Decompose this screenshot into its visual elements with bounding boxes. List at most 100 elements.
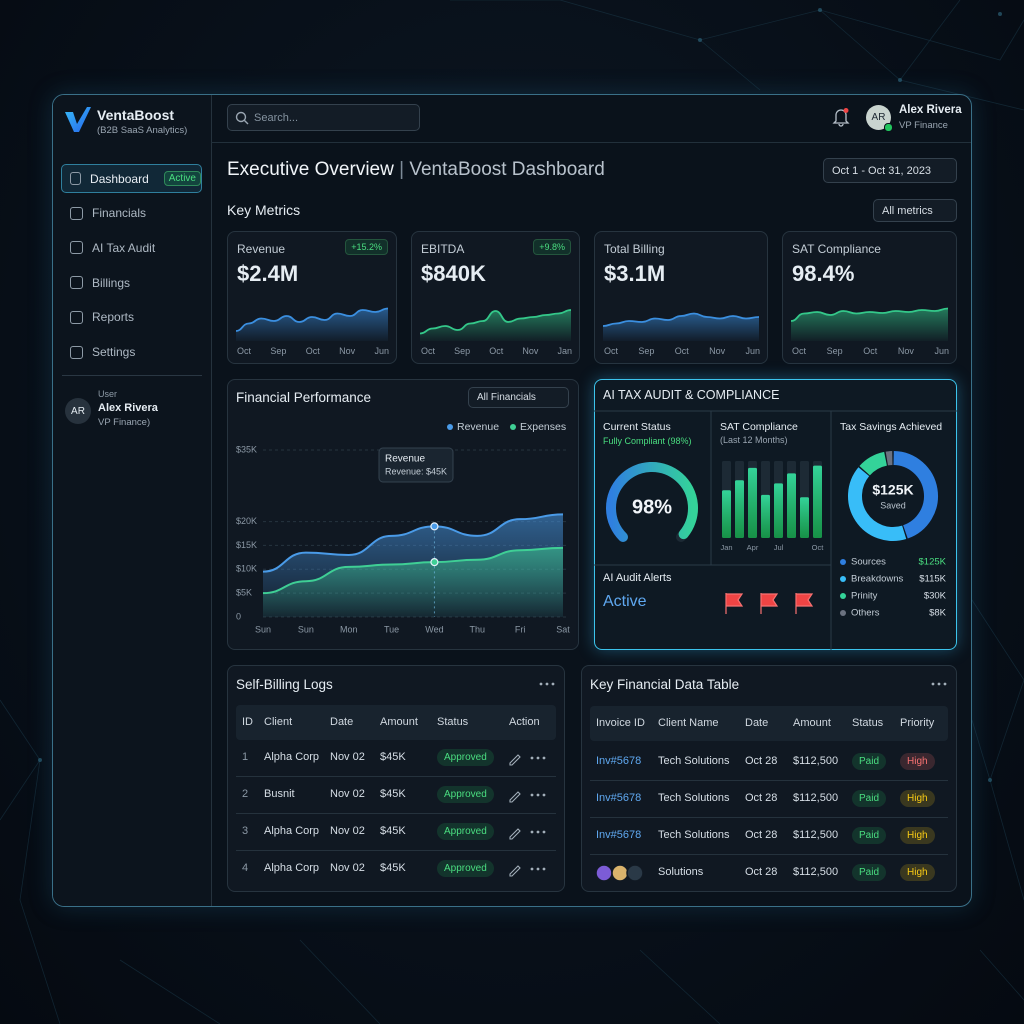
x-tick-label: Sep xyxy=(454,346,471,356)
metric-card: EBITDA $840K +9.8% Oct Sep Oct Nov Jan xyxy=(411,231,580,364)
metric-card: SAT Compliance 98.4% Oct Sep Oct Nov Jun xyxy=(782,231,957,364)
table-cell: Nov 02 xyxy=(330,751,365,763)
metric-value: $3.1M xyxy=(604,261,666,286)
table-cell: Tech Solutions xyxy=(658,755,730,767)
nav-label: Billings xyxy=(92,275,131,290)
nav-icon xyxy=(70,345,83,359)
table-cell: $112,500 xyxy=(793,755,839,767)
nav-label: Dashboard xyxy=(90,171,149,186)
table-cell: Inv#5678 xyxy=(596,829,642,841)
savings-title: Tax Savings Achieved xyxy=(840,421,943,433)
table-title: Key Financial Data Table xyxy=(590,677,740,692)
nav-label: AI Tax Audit xyxy=(92,240,156,255)
column-header: Date xyxy=(330,716,354,728)
table-cell: $45K xyxy=(380,862,406,874)
nav-item[interactable]: Reports xyxy=(61,303,202,332)
page-title-main: Executive Overview xyxy=(227,159,394,180)
page-title: Executive Overview | VentaBoost Dashboar… xyxy=(227,159,605,181)
table-cell: 2 xyxy=(242,788,249,800)
brand: VentaBoost xyxy=(97,107,175,123)
search-placeholder: Search... xyxy=(254,111,299,124)
status-pill: Approved xyxy=(437,749,494,766)
search-box[interactable]: Search... xyxy=(227,104,420,131)
alerts-status: Active xyxy=(603,593,647,610)
table-cell: Nov 02 xyxy=(330,862,365,874)
table-header-row xyxy=(236,705,556,740)
x-tick-label: Sep xyxy=(638,346,655,356)
column-header: Amount xyxy=(380,716,418,728)
status-pill: Paid xyxy=(852,753,887,770)
x-tick-label: Oct xyxy=(863,346,878,356)
x-tick-label: Jun xyxy=(374,346,389,356)
priority-pill: High xyxy=(900,864,935,881)
x-tick-label: Oct xyxy=(489,346,504,356)
priority-pill: High xyxy=(900,790,935,807)
table-cell: Busnit xyxy=(264,788,295,800)
table-cell: Oct 28 xyxy=(745,829,778,841)
column-header: Action xyxy=(509,716,540,728)
notification-bell[interactable] xyxy=(832,107,850,127)
status-pill: Approved xyxy=(437,860,494,877)
nav-item[interactable]: Financials xyxy=(61,199,202,228)
x-tick-label: Jun xyxy=(745,346,760,356)
online-dot xyxy=(884,123,893,132)
sparkline-x-labels: Oct Sep Oct Nov Jun xyxy=(792,346,949,356)
metrics-filter[interactable]: All metrics xyxy=(873,199,957,222)
status-pill: Approved xyxy=(437,786,494,803)
nav-icon xyxy=(70,241,83,255)
table-cell: Tech Solutions xyxy=(658,829,730,841)
nav-badge: Active xyxy=(163,171,201,186)
nav-icon xyxy=(70,276,83,290)
priority-pill: High xyxy=(900,753,935,770)
metric-card: Revenue $2.4M +15.2% Oct Sep Oct Nov Jun xyxy=(227,231,397,364)
x-tick-label: Jan xyxy=(557,346,572,356)
table-cell: Inv#5678 xyxy=(596,792,642,804)
x-tick-label: Oct xyxy=(604,346,619,356)
table-cell: Alpha Corp xyxy=(264,825,320,837)
logo xyxy=(65,107,91,132)
status-subtitle: Fully Compliant (98%) xyxy=(603,436,692,446)
nav-item[interactable]: Settings xyxy=(61,338,202,367)
status-pill: Paid xyxy=(852,790,887,807)
user-name: Alex Rivera xyxy=(98,402,158,414)
x-tick-label: Oct xyxy=(421,346,436,356)
metric-label: EBITDA xyxy=(421,242,465,256)
user-role: VP Finance) xyxy=(98,417,151,428)
x-tick-label: Nov xyxy=(709,346,726,356)
user-avatar: AR xyxy=(65,398,91,424)
table-cell: $112,500 xyxy=(793,829,839,841)
column-header: Date xyxy=(745,717,769,729)
status-title: Current Status xyxy=(603,421,671,433)
metric-label: Total Billing xyxy=(604,242,665,256)
x-tick-label: Nov xyxy=(522,346,539,356)
column-header: Client xyxy=(264,716,293,728)
sidebar-divider xyxy=(62,375,202,376)
nav-item[interactable]: AI Tax Audit xyxy=(61,233,202,262)
panel-financial xyxy=(227,379,579,650)
nav-item[interactable]: Dashboard Active xyxy=(61,164,202,193)
panel-ai-audit xyxy=(594,379,957,650)
table-cell: 3 xyxy=(242,825,249,837)
status-pill: Paid xyxy=(852,864,887,881)
metric-change: +9.8% xyxy=(533,239,571,255)
chart-filter[interactable]: All Financials xyxy=(468,387,569,408)
date-range[interactable]: Oct 1 - Oct 31, 2023 xyxy=(823,158,957,183)
x-tick-label: Oct xyxy=(305,346,320,356)
x-tick-label: Sep xyxy=(270,346,287,356)
table-cell: $112,500 xyxy=(793,866,839,878)
table-cell: $45K xyxy=(380,788,406,800)
page-subtitle: VentaBoost Dashboard xyxy=(409,159,605,180)
x-tick-label: Nov xyxy=(897,346,914,356)
panel-title: AI TAX AUDIT & COMPLIANCE xyxy=(603,388,780,402)
sidebar xyxy=(53,95,212,906)
table-cell: Nov 02 xyxy=(330,825,365,837)
nav-item[interactable]: Billings xyxy=(61,268,202,297)
status-pill: Paid xyxy=(852,827,887,844)
table-cell: Oct 28 xyxy=(745,755,778,767)
table-cell: Nov 02 xyxy=(330,788,365,800)
table-cell: $45K xyxy=(380,751,406,763)
alerts-title: AI Audit Alerts xyxy=(603,572,672,584)
table-header-row xyxy=(590,706,948,741)
column-header: Priority xyxy=(900,717,935,729)
